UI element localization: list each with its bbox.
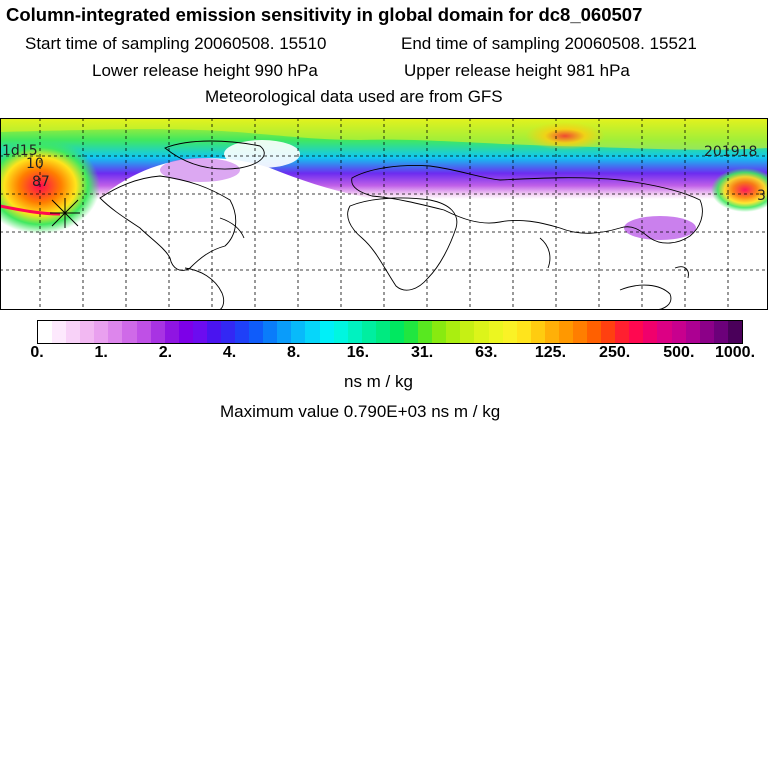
colorbar-swatch	[558, 321, 573, 343]
colorbar-swatch	[615, 321, 630, 343]
end-time: End time of sampling 20060508. 15521	[401, 34, 697, 53]
colorbar-swatch	[727, 321, 742, 343]
met-data-source: Meteorological data used are from GFS	[205, 87, 503, 106]
colorbar-swatch	[446, 321, 461, 343]
colorbar-swatch	[94, 321, 109, 343]
colorbar-swatch	[136, 321, 151, 343]
colorbar-swatch	[699, 321, 714, 343]
colorbar-swatch	[671, 321, 686, 343]
contour-label-2: 10	[26, 156, 44, 172]
lower-release-height: Lower release height 990 hPa	[92, 61, 318, 80]
colorbar-units: ns m / kg	[344, 372, 413, 391]
colorbar-swatch	[319, 321, 334, 343]
colorbar-swatch	[474, 321, 489, 343]
colorbar-swatch	[629, 321, 644, 343]
colorbar-swatch	[249, 321, 264, 343]
colorbar-swatch	[657, 321, 672, 343]
contour-label-1: 1d15	[2, 143, 38, 159]
colorbar-swatch	[572, 321, 588, 343]
colorbar-swatch	[277, 321, 292, 343]
colorbar-tick-label: 8.	[287, 344, 301, 361]
colorbar-swatch	[263, 321, 278, 343]
colorbar-swatch	[221, 321, 236, 343]
colorbar-swatch	[375, 321, 390, 343]
colorbar-swatch	[404, 321, 419, 343]
colorbar-tick-label: 250.	[599, 344, 631, 361]
colorbar-swatch	[347, 321, 362, 343]
colorbar	[37, 320, 743, 344]
colorbar-swatch	[108, 321, 123, 343]
colorbar-tick-label: 1000.	[714, 344, 756, 361]
colorbar-swatch	[52, 321, 67, 343]
colorbar-tick-label: 500.	[663, 344, 695, 361]
colorbar-swatch	[66, 321, 81, 343]
colorbar-swatch	[544, 321, 559, 343]
colorbar-swatch	[587, 321, 602, 343]
maximum-value: Maximum value 0.790E+03 ns m / kg	[220, 402, 501, 421]
colorbar-swatch	[235, 321, 250, 343]
colorbar-swatch	[192, 321, 207, 343]
upper-release-height: Upper release height 981 hPa	[404, 61, 630, 80]
colorbar-swatch	[530, 321, 545, 343]
colorbar-tick-label: 1.	[94, 344, 108, 361]
emission-sensitivity-map: 1d15 10 87 201918 3	[0, 118, 768, 310]
contour-label-5: 3	[757, 188, 766, 204]
lat-lon-grid	[0, 118, 768, 310]
colorbar-tick-label: 31.	[410, 344, 434, 361]
coastlines	[99, 140, 703, 310]
colorbar-swatch	[164, 321, 179, 343]
colorbar-swatch	[432, 321, 447, 343]
colorbar-swatch	[80, 321, 95, 343]
colorbar-swatch	[643, 321, 658, 343]
release-point-marker	[50, 198, 80, 228]
colorbar-swatch	[178, 321, 193, 343]
colorbar-tick-label: 16.	[346, 344, 370, 361]
colorbar-swatch	[206, 321, 222, 343]
colorbar-swatch	[685, 321, 700, 343]
colorbar-swatch	[418, 321, 433, 343]
colorbar-tick-label: 4.	[222, 344, 237, 361]
colorbar-swatch	[305, 321, 320, 343]
colorbar-swatch	[150, 321, 165, 343]
colorbar-swatch	[488, 321, 503, 343]
colorbar-tick-label: 0.	[30, 344, 44, 361]
colorbar-swatch	[601, 321, 616, 343]
colorbar-swatch	[460, 321, 475, 343]
colorbar-tick-label: 125.	[534, 344, 567, 361]
colorbar-swatch	[291, 321, 306, 343]
contour-label-4: 201918	[704, 144, 757, 160]
colorbar-swatch	[361, 321, 376, 343]
start-time: Start time of sampling 20060508. 15510	[25, 34, 327, 53]
colorbar-swatch	[333, 321, 348, 343]
colorbar-swatch	[122, 321, 137, 343]
colorbar-swatch	[502, 321, 517, 343]
colorbar-swatch	[38, 321, 53, 343]
colorbar-tick-label: 2.	[158, 344, 173, 361]
colorbar-tick-label: 63.	[475, 344, 498, 361]
figure-title: Column-integrated emission sensitivity i…	[6, 4, 643, 25]
contour-label-3: 87	[32, 174, 50, 190]
colorbar-swatch	[389, 321, 405, 343]
colorbar-swatch	[713, 321, 728, 343]
colorbar-swatch	[516, 321, 531, 343]
